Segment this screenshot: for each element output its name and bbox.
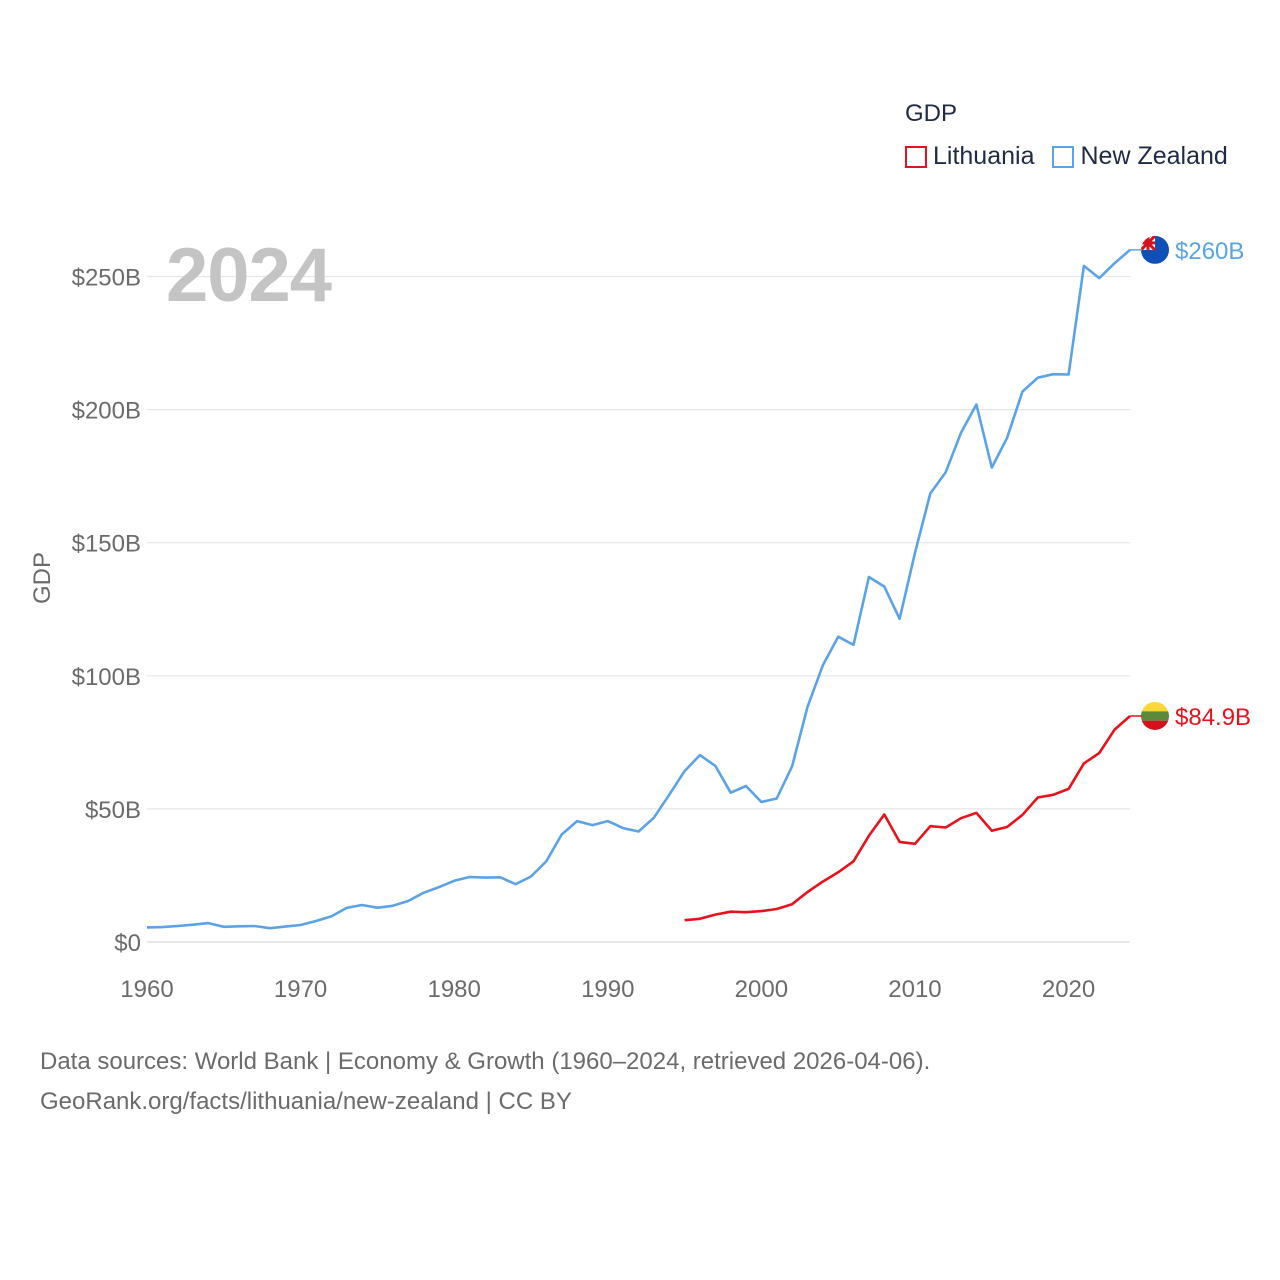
end-labels: $84.9B $260B — [1130, 238, 1251, 731]
legend-title: GDP — [905, 100, 958, 127]
y-axis-label: GDP — [29, 552, 56, 604]
y-tick-label: $250B — [72, 265, 141, 292]
x-tick-label: 1960 — [120, 976, 173, 1003]
legend-label-new-zealand: New Zealand — [1080, 142, 1228, 170]
legend-label-lithuania: Lithuania — [933, 142, 1035, 170]
y-tick-label: $200B — [72, 398, 141, 425]
y-axis-ticks: $0 $50B $100B $150B $200B $250B — [72, 265, 141, 958]
legend-item-new-zealand[interactable]: New Zealand — [1052, 142, 1228, 171]
y-tick-label: $100B — [72, 664, 141, 691]
legend-swatch-new-zealand — [1052, 145, 1075, 168]
source-url-license: GeoRank.org/facts/lithuania/new-zealand … — [40, 1088, 572, 1115]
x-tick-label: 1990 — [581, 976, 634, 1003]
y-tick-label: $0 — [114, 930, 141, 957]
y-tick-label: $50B — [85, 797, 141, 824]
x-axis-ticks: 1960 1970 1980 1990 2000 2010 2020 — [120, 976, 1095, 1003]
x-tick-label: 1980 — [427, 976, 480, 1003]
end-label-new-zealand: $260B — [1175, 238, 1244, 265]
legend: Lithuania New Zealand — [905, 142, 1246, 171]
series-line-new-zealand — [146, 248, 1131, 930]
legend-item-lithuania[interactable]: Lithuania — [905, 142, 1034, 171]
current-year-label: 2024 — [166, 233, 332, 318]
x-tick-label: 2020 — [1042, 976, 1095, 1003]
series-line-lithuania — [684, 715, 1131, 922]
series-lines — [146, 248, 1131, 930]
new-zealand-flag-icon — [1141, 235, 1169, 264]
footer: Data sources: World Bank | Economy & Gro… — [40, 1042, 930, 1122]
y-tick-label: $150B — [72, 531, 141, 558]
grid-lines — [147, 275, 1130, 943]
x-tick-label: 1970 — [274, 976, 327, 1003]
legend-swatch-lithuania — [905, 145, 927, 168]
x-tick-label: 2000 — [735, 976, 788, 1003]
data-source-note: Data sources: World Bank | Economy & Gro… — [40, 1048, 931, 1075]
lithuania-flag-icon — [1141, 701, 1169, 730]
x-tick-label: 2010 — [888, 976, 941, 1003]
end-label-lithuania: $84.9B — [1175, 704, 1251, 731]
